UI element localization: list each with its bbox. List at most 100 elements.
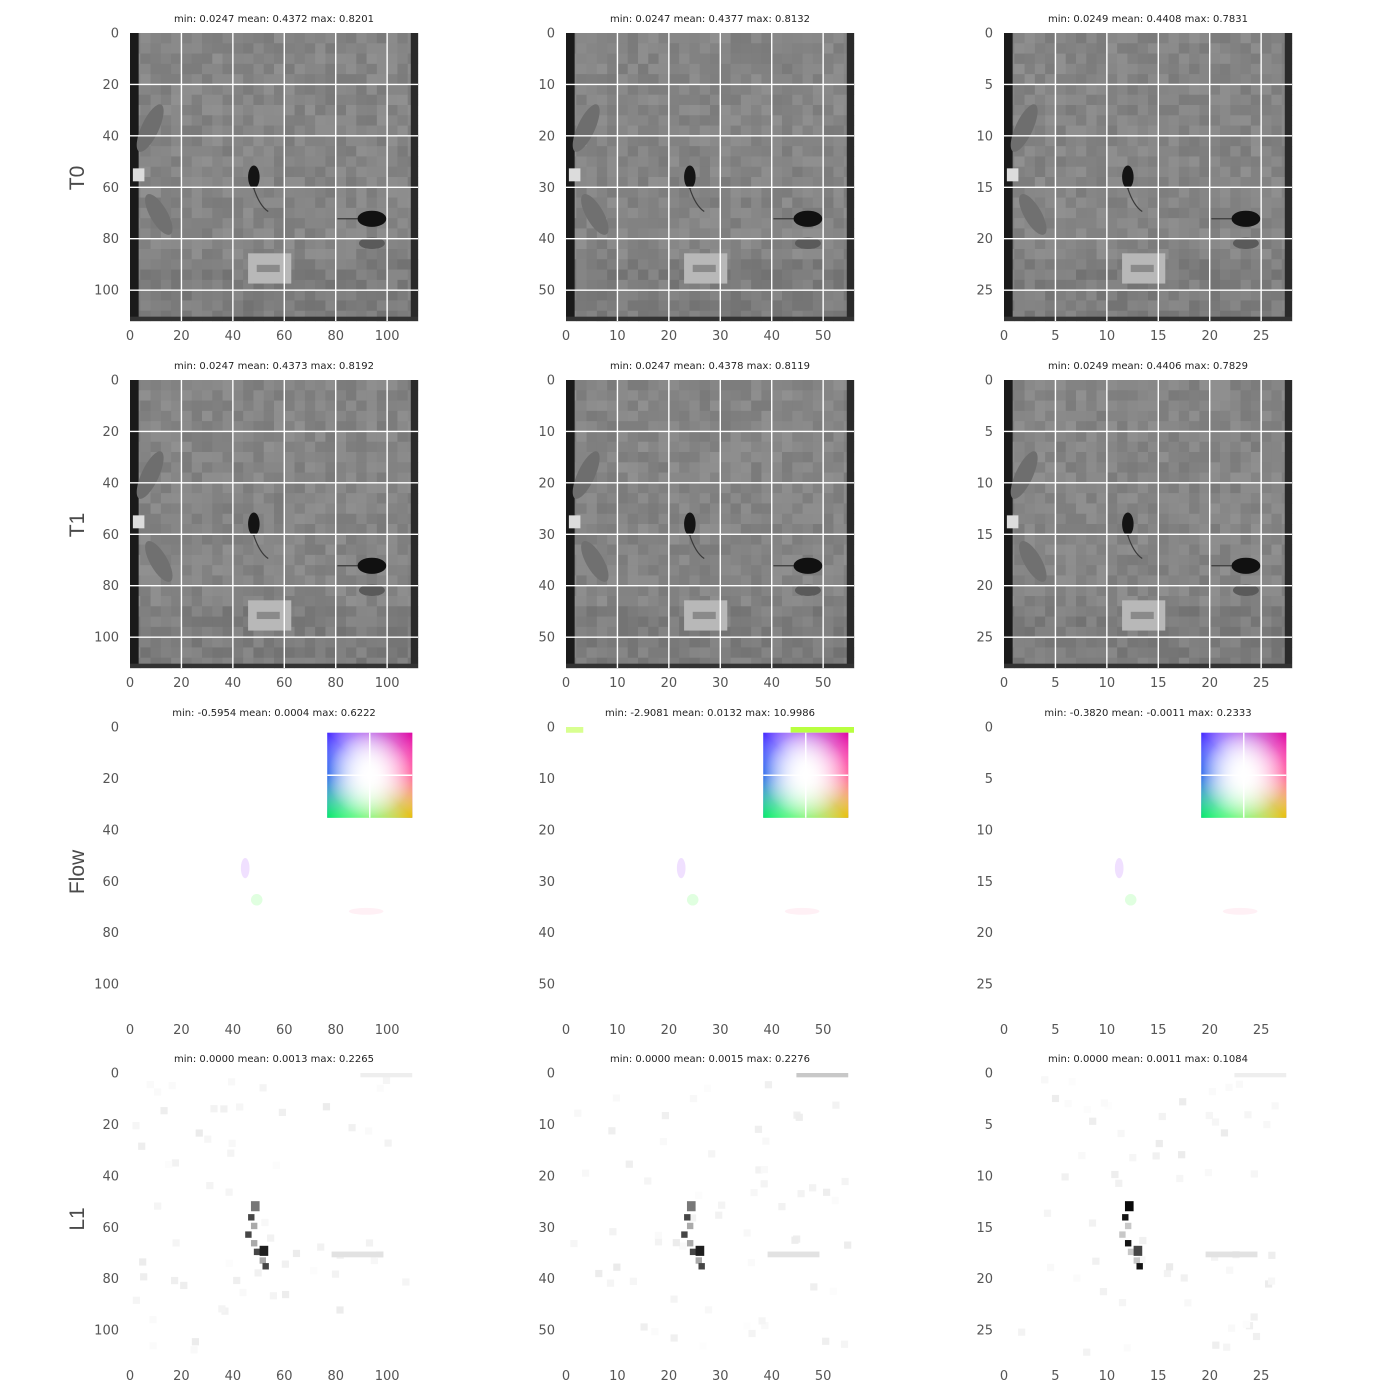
y-tick-label: 80 (102, 1272, 119, 1287)
y-tick-label: 25 (976, 284, 993, 299)
y-tick-label: 30 (538, 181, 555, 196)
y-tick-label: 15 (976, 181, 993, 196)
x-tick-label: 100 (375, 676, 400, 691)
y-tick-label: 50 (538, 631, 555, 646)
x-tick-label: 0 (562, 676, 570, 691)
y-tick-label: 80 (102, 232, 119, 247)
x-tick-label: 0 (562, 1369, 570, 1384)
heatmap-image (566, 727, 854, 1015)
heatmap-image (1004, 1073, 1292, 1361)
y-tick-label: 15 (976, 875, 993, 890)
panel-title: min: 0.0000 mean: 0.0011 max: 0.1084 (1048, 1054, 1248, 1065)
y-tick-label: 25 (976, 631, 993, 646)
y-tick-label: 0 (111, 1067, 119, 1082)
heatmap-image (130, 380, 419, 669)
x-tick-label: 80 (327, 1369, 344, 1384)
y-tick-label: 20 (538, 476, 555, 491)
panel-title: min: -0.3820 mean: -0.0011 max: 0.2333 (1044, 708, 1251, 719)
y-tick-label: 5 (985, 772, 993, 787)
x-tick-label: 20 (661, 329, 678, 344)
y-tick-label: 40 (538, 232, 555, 247)
grid-lines (566, 33, 854, 321)
heatmap-image (130, 1073, 418, 1361)
x-tick-label: 60 (276, 676, 293, 691)
y-tick-label: 60 (102, 1221, 119, 1236)
x-tick-label: 100 (375, 1023, 400, 1038)
y-tick-label: 20 (102, 772, 119, 787)
panel-t1-0: min: 0.0247 mean: 0.4373 max: 0.8192 0 20 4… (94, 361, 419, 691)
y-tick-label: 10 (976, 823, 993, 838)
y-tick-label: 40 (102, 476, 119, 491)
x-tick-label: 0 (126, 1023, 134, 1038)
heatmap-image (1004, 33, 1293, 322)
x-tick-label: 0 (562, 1023, 570, 1038)
flow-color-wheel-legend (763, 732, 849, 818)
x-tick-label: 0 (1000, 329, 1008, 344)
y-tick-label: 0 (547, 1067, 555, 1082)
y-tick-label: 30 (538, 528, 555, 543)
x-tick-label: 30 (712, 676, 729, 691)
panel-title: min: 0.0249 mean: 0.4408 max: 0.7831 (1048, 14, 1248, 25)
x-tick-label: 50 (815, 329, 832, 344)
x-tick-label: 20 (173, 329, 190, 344)
x-tick-label: 40 (225, 1023, 242, 1038)
x-tick-label: 5 (1051, 1023, 1059, 1038)
y-tick-label: 5 (985, 425, 993, 440)
y-tick-label: 30 (538, 875, 555, 890)
x-tick-label: 15 (1150, 1369, 1167, 1384)
panel-title: min: 0.0247 mean: 0.4373 max: 0.8192 (174, 361, 374, 372)
x-tick-label: 50 (815, 1369, 832, 1384)
x-tick-label: 100 (375, 329, 400, 344)
row-label-flow: Flow (66, 849, 89, 894)
heatmap-image (130, 727, 418, 1015)
x-tick-label: 25 (1253, 676, 1270, 691)
y-tick-label: 40 (538, 926, 555, 941)
y-tick-label: 60 (102, 875, 119, 890)
panels: min: 0.0247 mean: 0.4372 max: 0.8201 0 20 4… (94, 14, 1293, 1384)
y-tick-label: 20 (976, 579, 993, 594)
x-tick-label: 0 (126, 329, 134, 344)
heatmap-image (566, 33, 855, 322)
x-tick-label: 50 (815, 676, 832, 691)
grid-lines (566, 380, 854, 668)
x-tick-label: 10 (1099, 1369, 1116, 1384)
x-tick-label: 15 (1150, 1023, 1167, 1038)
y-tick-label: 15 (976, 1221, 993, 1236)
y-tick-label: 0 (985, 1067, 993, 1082)
y-tick-label: 10 (538, 425, 555, 440)
y-tick-label: 20 (538, 129, 555, 144)
row-label-t1: T1 (66, 513, 89, 538)
panel-title: min: 0.0247 mean: 0.4378 max: 0.8119 (610, 361, 810, 372)
x-tick-label: 0 (562, 329, 570, 344)
x-tick-label: 0 (1000, 676, 1008, 691)
y-tick-label: 10 (976, 476, 993, 491)
x-tick-label: 10 (609, 329, 626, 344)
x-tick-label: 40 (225, 329, 242, 344)
y-tick-label: 20 (976, 1272, 993, 1287)
y-tick-label: 10 (538, 1118, 555, 1133)
y-tick-label: 40 (102, 129, 119, 144)
panel-title: min: 0.0000 mean: 0.0015 max: 0.2276 (610, 1054, 810, 1065)
y-tick-label: 0 (547, 374, 555, 389)
panel-l1-2: min: 0.0000 mean: 0.0011 max: 0.1084 0 5 10… (976, 1054, 1292, 1384)
row-label-l1: L1 (66, 1207, 89, 1230)
x-tick-label: 0 (1000, 1369, 1008, 1384)
panel-title: min: 0.0247 mean: 0.4377 max: 0.8132 (610, 14, 810, 25)
y-tick-label: 10 (976, 129, 993, 144)
y-tick-label: 10 (976, 1169, 993, 1184)
y-tick-label: 100 (94, 284, 119, 299)
y-tick-label: 100 (94, 631, 119, 646)
y-tick-label: 60 (102, 528, 119, 543)
y-tick-label: 40 (538, 579, 555, 594)
y-tick-label: 5 (985, 78, 993, 93)
x-tick-label: 20 (1201, 329, 1218, 344)
x-tick-label: 10 (1099, 1023, 1116, 1038)
x-tick-label: 30 (712, 329, 729, 344)
y-tick-label: 0 (985, 27, 993, 42)
y-tick-label: 80 (102, 926, 119, 941)
panel-l1-0: min: 0.0000 mean: 0.0013 max: 0.2265 0 20 4… (94, 1054, 418, 1384)
x-tick-label: 60 (276, 1369, 293, 1384)
y-tick-label: 40 (538, 1272, 555, 1287)
x-tick-label: 50 (815, 1023, 832, 1038)
